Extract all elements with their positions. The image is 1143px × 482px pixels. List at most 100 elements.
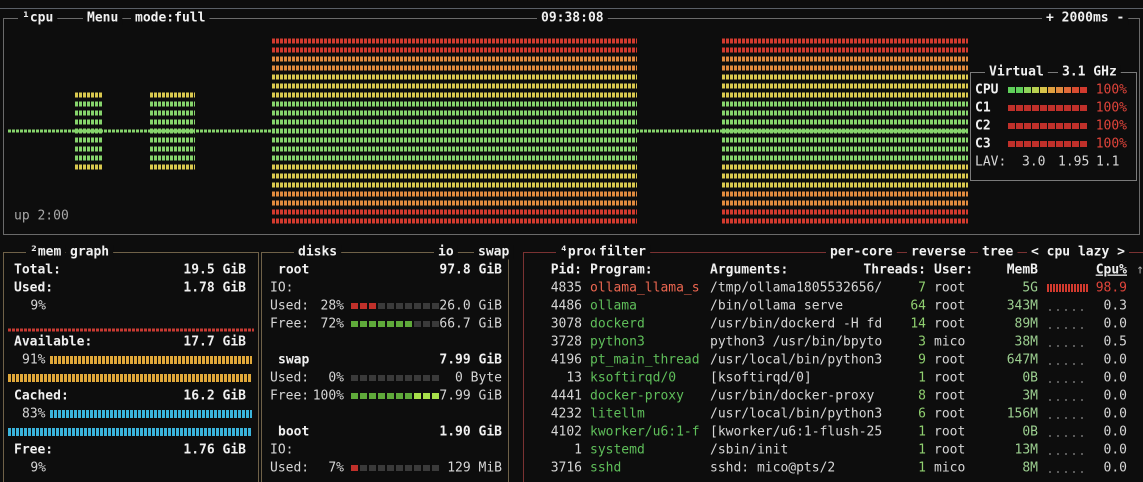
proc-cell: root	[934, 389, 965, 404]
disk-meter	[351, 303, 358, 309]
disk-label: Free:	[270, 317, 309, 332]
disks-title: disks	[298, 245, 337, 260]
label-backdrop	[978, 244, 1018, 260]
mem-label: Total:	[14, 263, 61, 278]
proc-cell: 1	[918, 425, 926, 440]
core-percent: 100%	[1096, 101, 1127, 116]
lav-value: 1.1	[1096, 155, 1119, 170]
proc-cell: 7	[918, 281, 926, 296]
core-meter	[1008, 123, 1015, 129]
core-meter	[1056, 105, 1063, 111]
core-meter	[1040, 123, 1047, 129]
proc-cell: 4102	[551, 425, 582, 440]
mem-label: Cached:	[14, 389, 69, 404]
proc-cell: mico	[934, 461, 965, 476]
proc-cell: 0.0	[1104, 407, 1127, 422]
core-meter	[1048, 123, 1055, 129]
proc-cell: root	[934, 353, 965, 368]
disk-name: boot	[278, 425, 309, 440]
disk-name: swap	[278, 353, 309, 368]
proc-cell: 0.0	[1104, 443, 1127, 458]
mem-value: 16.2 GiB	[183, 389, 246, 404]
disk-name: root	[278, 263, 309, 278]
disk-value: 66.7 GiB	[439, 317, 502, 332]
disk-meter	[396, 321, 403, 327]
disk-meter	[360, 321, 367, 327]
disk-size: 97.8 GiB	[439, 263, 502, 278]
mode-label: mode:full	[135, 11, 205, 26]
proc-cell: 4835	[551, 281, 582, 296]
disk-meter	[378, 375, 385, 381]
proc-cell: 0B	[1022, 425, 1038, 440]
reverse-toggle: reverse	[911, 245, 966, 260]
column-header: Cpu%	[1096, 263, 1127, 278]
cpu-name: Virtual	[989, 65, 1044, 80]
proc-cell: 0.0	[1104, 371, 1127, 386]
disk-meter	[414, 393, 421, 399]
core-percent: 100%	[1096, 83, 1127, 98]
disk-meter	[396, 303, 403, 309]
core-meter	[1048, 105, 1055, 111]
filter-button: filter	[599, 245, 646, 260]
scroll-indicator: ↑	[1136, 263, 1143, 278]
core-meter	[1072, 105, 1079, 111]
disk-meter	[360, 465, 367, 471]
proc-cell: 4486	[551, 299, 582, 314]
core-meter	[1032, 141, 1039, 147]
proc-cell: sshd	[590, 461, 621, 476]
core-meter	[1024, 123, 1031, 129]
proc-cell: 4232	[551, 407, 582, 422]
disk-percent: 100%	[313, 389, 344, 404]
proc-cell: 647M	[1007, 353, 1038, 368]
proc-cell: litellm	[590, 407, 645, 422]
core-meter	[1080, 105, 1087, 111]
proc-cell: 13	[566, 371, 582, 386]
column-header: Pid:	[551, 263, 582, 278]
core-meter	[1056, 141, 1063, 147]
mem-percent: 9%	[30, 461, 46, 476]
proc-cell: /usr/bin/docker-proxy	[710, 389, 875, 404]
core-meter	[1016, 105, 1023, 111]
proc-cell: 0.0	[1104, 461, 1127, 476]
disk-meter	[369, 321, 376, 327]
refresh-rate: + 2000ms -	[1046, 11, 1124, 26]
cpu-freq: 3.1 GHz	[1062, 65, 1117, 80]
core-meter	[1040, 105, 1047, 111]
io-toggle: io	[438, 245, 454, 260]
proc-cell: root	[934, 443, 965, 458]
disk-meter	[414, 321, 421, 327]
core-label: C3	[975, 137, 991, 152]
disk-meter	[369, 465, 376, 471]
disk-meter	[387, 303, 394, 309]
disk-meter	[432, 321, 439, 327]
column-header: Threads:	[863, 263, 926, 278]
core-meter	[1024, 105, 1031, 111]
proc-cell: python3	[590, 335, 645, 350]
mem-label: Free:	[14, 443, 53, 458]
core-meter	[1008, 141, 1015, 147]
disk-percent: 0%	[328, 371, 344, 386]
disk-meter	[387, 321, 394, 327]
proc-cell: kworker/u6:1-f	[590, 425, 700, 440]
label-backdrop	[26, 244, 66, 260]
disk-meter	[423, 393, 430, 399]
proc-cell: sshd: mico@pts/2	[710, 461, 835, 476]
core-label: C1	[975, 101, 991, 116]
proc-cell: 38M	[1015, 335, 1039, 350]
lav-value: 3.0	[1022, 155, 1045, 170]
proc-cell: mico	[934, 335, 965, 350]
mem-box-border	[3, 252, 259, 482]
proc-cell: 3	[918, 335, 926, 350]
disk-meter	[378, 393, 385, 399]
core-label: CPU	[975, 83, 999, 98]
column-header: Arguments:	[710, 263, 788, 278]
disk-meter	[360, 393, 367, 399]
disk-io: IO:	[270, 281, 293, 296]
disk-meter	[351, 465, 358, 471]
proc-cell: root	[934, 299, 965, 314]
proc-cell: [kworker/u6:1-flush-25	[710, 425, 882, 440]
label-backdrop	[434, 244, 458, 260]
disk-meter	[432, 375, 439, 381]
disk-meter	[387, 465, 394, 471]
